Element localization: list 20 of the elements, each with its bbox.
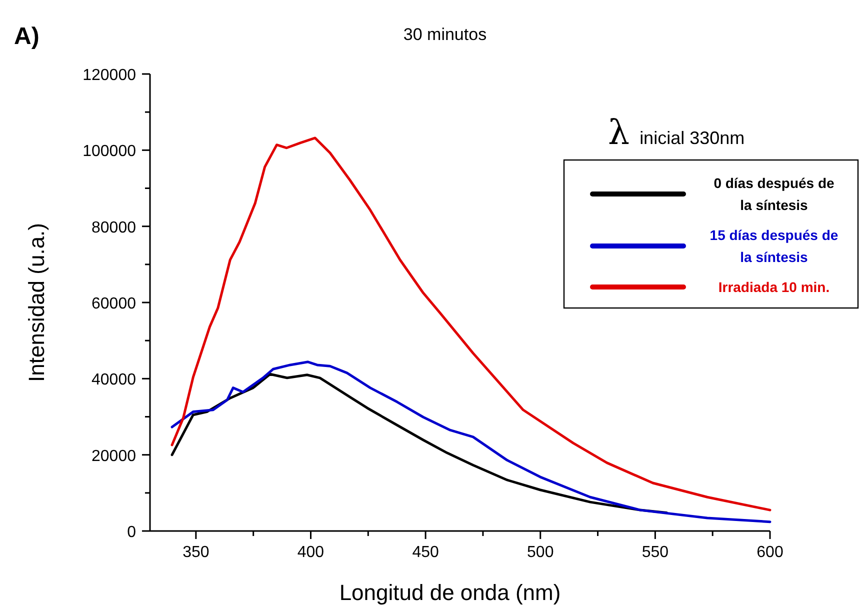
y-tick-label: 40000 <box>92 372 136 389</box>
x-tick-label: 550 <box>642 544 669 561</box>
x-tick-label: 500 <box>527 544 554 561</box>
x-tick-label: 450 <box>412 544 439 561</box>
y-tick-label: 80000 <box>92 219 136 236</box>
legend: 0 días después de la síntesis 15 días después de la síntesis Irradiada 10 min. <box>563 159 859 309</box>
x-tick-label: 400 <box>297 544 324 561</box>
x-axis-title: Longitud de onda (nm) <box>339 580 561 605</box>
annotation: λ inicial 330nm <box>608 113 745 153</box>
y-tick-label: 0 <box>127 524 136 541</box>
chart-title: 30 minutos <box>403 25 487 44</box>
y-tick-label: 120000 <box>82 67 136 84</box>
line-series <box>170 360 772 524</box>
y-tick-label: 60000 <box>92 296 136 312</box>
text: A) <box>14 23 40 50</box>
y-tick-label: 100000 <box>82 143 136 160</box>
x-tick-label: 600 <box>756 544 784 561</box>
y-tick-label: 20000 <box>92 448 136 465</box>
y-axis-title: Intensidad (u.a.) <box>24 223 49 382</box>
x-tick-label: 350 <box>182 544 210 561</box>
